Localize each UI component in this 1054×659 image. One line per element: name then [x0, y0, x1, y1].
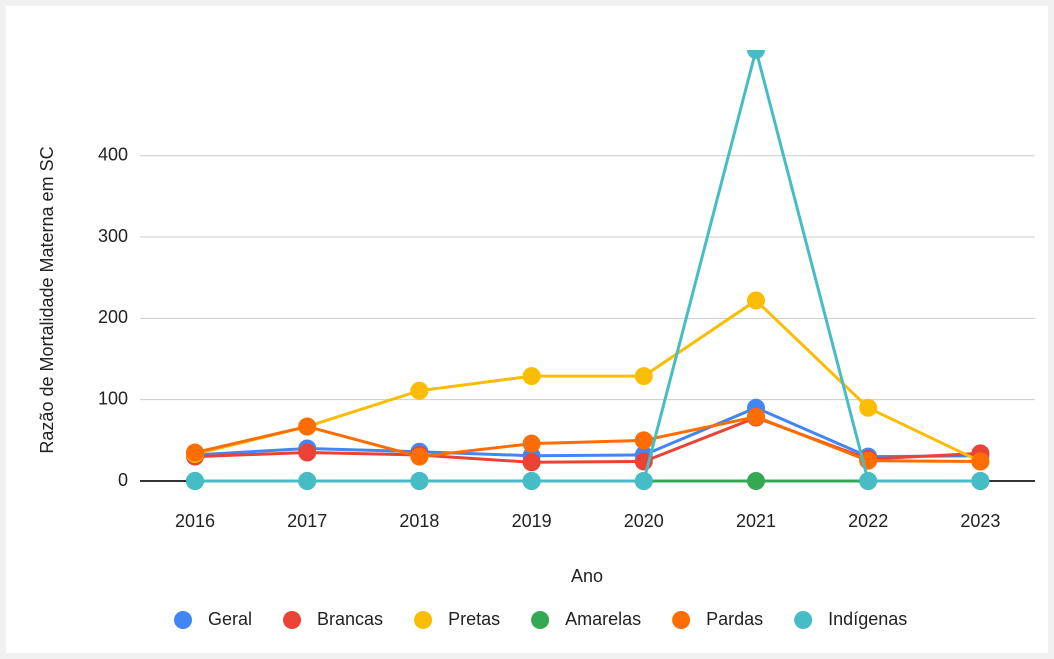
data-point	[298, 472, 317, 490]
x-tick-label: 2017	[287, 511, 327, 531]
legend-marker	[672, 611, 691, 629]
legend: Geral Brancas Pretas Amarelas Pardas Indígena…	[174, 609, 907, 629]
x-tick-label: 2019	[512, 511, 552, 531]
data-point	[410, 447, 429, 466]
data-point	[634, 367, 653, 386]
legend-marker	[283, 611, 302, 629]
y-tick-label: 300	[98, 226, 128, 246]
data-point	[410, 472, 429, 490]
data-point	[971, 452, 990, 471]
legend-marker	[794, 611, 813, 629]
legend-label: Indígenas	[828, 609, 907, 629]
legend-marker	[531, 611, 550, 629]
y-tick-label: 100	[98, 388, 128, 408]
grid: 0 100 200 300 400 2016 2017 2018 2019 2020 2021 202…	[98, 144, 1035, 531]
series-line	[194, 415, 981, 463]
legend-label: Pretas	[448, 609, 500, 629]
legend-label: Geral	[208, 609, 252, 629]
data-point	[747, 472, 765, 490]
data-point	[186, 443, 204, 462]
y-tick-label: 200	[98, 307, 128, 327]
data-point	[634, 431, 653, 450]
y-tick-label: 400	[98, 144, 128, 164]
data-point	[971, 472, 990, 490]
data-point	[522, 434, 541, 453]
x-tick-label: 2018	[399, 511, 439, 531]
series-line	[194, 298, 982, 463]
data-point	[859, 472, 878, 490]
plot-area	[186, 50, 990, 490]
data-point	[747, 50, 765, 59]
data-point	[298, 443, 317, 462]
y-axis-title: Razão de Mortalidade Materna em SC	[37, 146, 57, 453]
data-point	[410, 381, 429, 400]
data-point	[747, 407, 765, 426]
x-tick-label: 2021	[736, 511, 776, 531]
x-tick-label: 2020	[624, 511, 664, 531]
data-point	[634, 472, 653, 490]
data-point	[298, 417, 317, 436]
x-axis-title: Ano	[571, 566, 603, 586]
legend-marker	[174, 611, 192, 629]
legend-label: Amarelas	[565, 609, 641, 629]
series-line	[194, 406, 981, 459]
x-tick-label: 2016	[175, 511, 215, 531]
series-line	[195, 50, 981, 483]
legend-label: Brancas	[317, 609, 383, 629]
y-tick-label: 0	[118, 470, 128, 490]
data-point	[747, 291, 765, 310]
x-tick-label: 2022	[848, 511, 888, 531]
data-point	[186, 472, 204, 490]
data-point	[522, 367, 541, 386]
chart-background	[6, 6, 1048, 653]
data-point	[522, 453, 541, 472]
x-tick-label: 2023	[960, 511, 1000, 531]
data-point	[522, 472, 541, 490]
data-point	[859, 398, 878, 417]
legend-label: Pardas	[706, 609, 763, 629]
legend-marker	[414, 611, 433, 629]
